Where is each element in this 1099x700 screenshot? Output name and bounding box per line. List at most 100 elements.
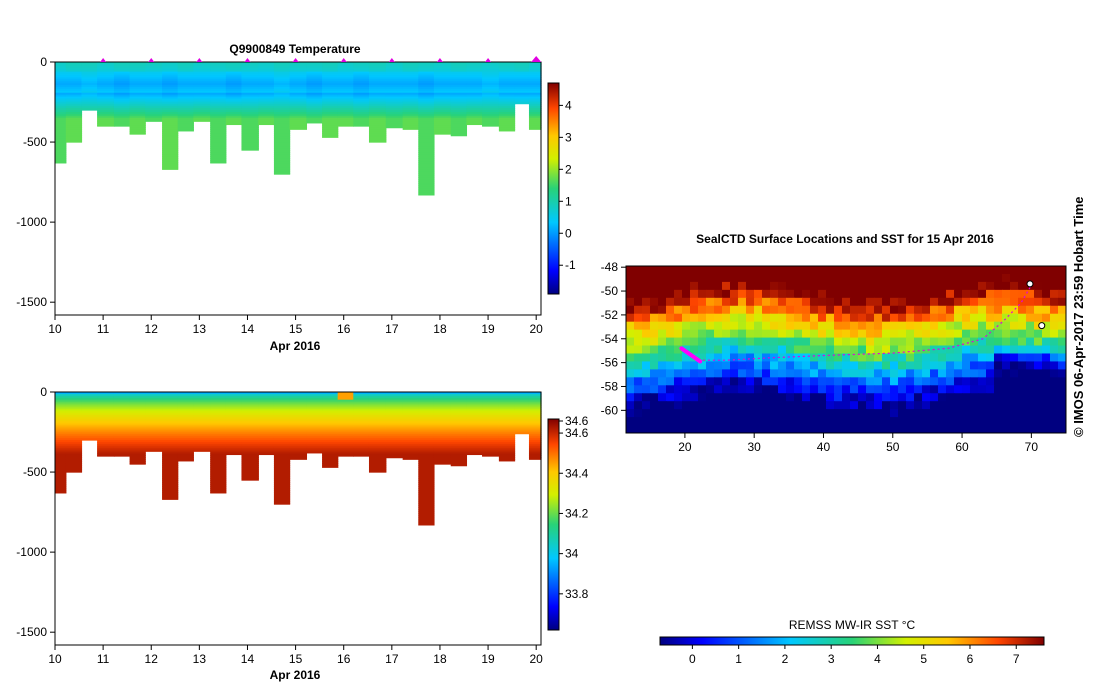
sst-cell	[930, 305, 939, 315]
profile-cell	[258, 420, 275, 424]
profile-cell	[65, 422, 83, 426]
profile-cell	[225, 106, 243, 109]
profile-cell	[353, 106, 370, 109]
sst-cell	[666, 385, 675, 394]
profile-cell	[466, 86, 483, 90]
profile-cell	[385, 428, 404, 432]
profile-cell	[353, 415, 370, 418]
profile-cell	[273, 85, 291, 88]
profile-cell	[418, 478, 435, 481]
sst-cell	[722, 281, 731, 291]
profile-cell	[385, 418, 404, 422]
profile-cell	[353, 94, 370, 98]
profile-cell	[385, 71, 404, 75]
profile-cell	[258, 424, 275, 428]
profile-cell	[162, 470, 179, 474]
profile-cell	[368, 426, 387, 430]
sst-cell	[1026, 297, 1035, 307]
sst-cell	[714, 273, 723, 283]
sst-cell	[946, 337, 955, 347]
sst-cell	[722, 401, 731, 410]
profile-cell	[322, 436, 339, 439]
profile-cell	[258, 65, 275, 69]
profile-cell	[55, 161, 67, 164]
profile-cell	[322, 81, 339, 84]
sst-cell	[786, 345, 795, 355]
profile-cell	[225, 121, 243, 125]
profile-cell	[466, 67, 483, 71]
profile-cell	[482, 416, 500, 420]
profile-cell	[482, 121, 500, 125]
profile-cell	[162, 403, 179, 407]
sst-cell	[778, 337, 787, 347]
profile-cell	[402, 436, 419, 439]
profile-cell	[177, 92, 194, 96]
profile-cell	[450, 94, 468, 98]
sst-cell	[738, 417, 747, 426]
profile-cell	[258, 102, 275, 105]
profile-cell	[210, 392, 227, 395]
profile-cell	[273, 459, 291, 462]
profile-cell	[273, 501, 291, 505]
profile-cell	[55, 115, 67, 119]
profile-cell	[482, 94, 500, 98]
sst-cell	[794, 393, 803, 402]
profile-cell	[450, 81, 468, 84]
profile-cell	[241, 85, 259, 88]
profile-cell	[498, 403, 516, 407]
sst-cell	[1010, 377, 1019, 386]
profile-cell	[145, 94, 163, 98]
profile-cell	[241, 94, 259, 98]
sst-cell	[978, 321, 987, 331]
sst-cell	[626, 297, 635, 307]
sst-cell	[674, 266, 683, 275]
profile-cell	[55, 455, 67, 458]
profile-cell	[177, 430, 194, 433]
profile-cell	[225, 432, 243, 435]
profile-cell	[418, 163, 435, 167]
profile-cell	[514, 73, 530, 77]
sst-cell	[754, 369, 763, 378]
profile-cell	[65, 104, 83, 107]
profile-cell	[273, 443, 291, 447]
profile-cell	[241, 63, 259, 67]
profile-cell	[368, 393, 387, 397]
sst-cell	[642, 393, 651, 402]
profile-cell	[145, 405, 163, 408]
sst-cell	[930, 417, 939, 426]
sst-cell	[922, 313, 931, 323]
profile-cell	[241, 411, 259, 414]
sst-cell	[714, 321, 723, 331]
profile-cell	[482, 413, 500, 416]
surface-markers	[100, 56, 542, 62]
sst-cell	[1026, 321, 1035, 331]
profile-cell	[433, 98, 452, 102]
profile-cell	[210, 113, 227, 117]
sst-cell	[890, 385, 899, 394]
profile-cell	[273, 104, 291, 107]
profile-cell	[466, 428, 483, 432]
sst-cell	[986, 321, 995, 331]
sst-cell	[898, 297, 907, 307]
profile-cell	[385, 407, 404, 410]
lat-tick-label: -48	[601, 260, 619, 274]
profile-cell	[65, 411, 83, 414]
profile-cell	[528, 411, 542, 414]
profile-cell	[210, 415, 227, 418]
profile-cell	[241, 474, 259, 478]
profile-cell	[162, 426, 179, 430]
profile-cell	[241, 102, 259, 105]
profile-cell	[193, 413, 211, 416]
sst-cell	[666, 273, 675, 283]
sst-cell	[786, 337, 795, 347]
profile-cell	[210, 397, 227, 401]
profile-cell	[418, 430, 435, 433]
sst-cell	[682, 393, 691, 402]
profile-cell	[368, 430, 387, 433]
profile-cell	[450, 104, 468, 107]
profile-cell	[129, 445, 146, 449]
profile-cell	[258, 413, 275, 416]
profile-cell	[528, 110, 542, 113]
profile-cell	[177, 449, 194, 453]
